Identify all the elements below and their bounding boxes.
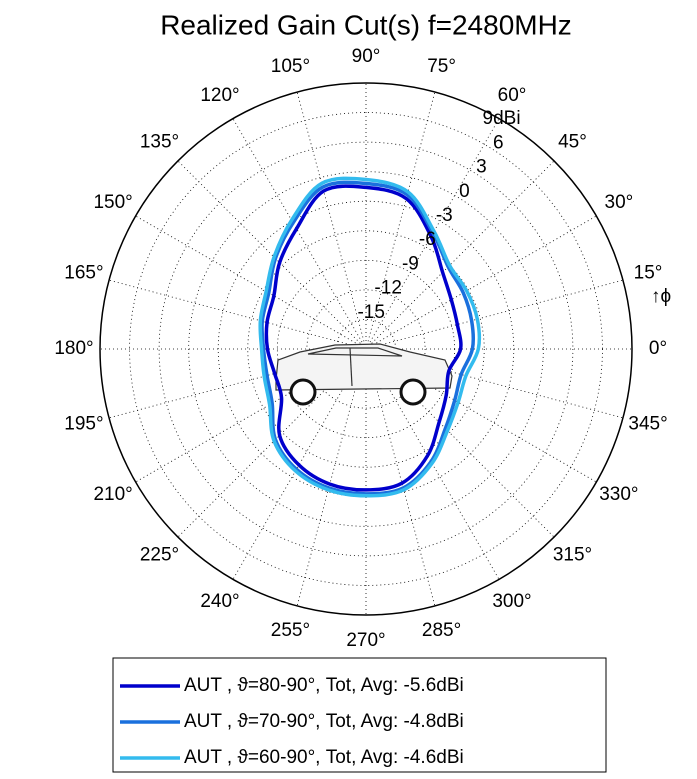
r-tick-label: 6 bbox=[493, 132, 504, 153]
grid-spoke bbox=[232, 118, 367, 350]
car-sketch bbox=[275, 343, 453, 406]
r-tick-label: -6 bbox=[419, 229, 436, 250]
angle-label: 150° bbox=[93, 192, 132, 213]
legend-label: AUT , ϑ=70-90°, Tot, Avg: -4.8dBi bbox=[184, 711, 464, 732]
grid-spoke bbox=[296, 348, 367, 607]
grid-spoke bbox=[296, 91, 367, 350]
r-tick-label: -9 bbox=[402, 253, 419, 274]
angle-label: 285° bbox=[422, 620, 461, 641]
r-tick-label: -15 bbox=[357, 302, 384, 323]
grid-spoke bbox=[365, 91, 436, 350]
r-tick-label: 3 bbox=[476, 157, 487, 178]
chart-title: Realized Gain Cut(s) f=2480MHz bbox=[160, 9, 572, 40]
angle-label: 0° bbox=[649, 338, 667, 359]
angle-label: 90° bbox=[352, 46, 381, 67]
grid-spoke bbox=[365, 215, 597, 350]
curves bbox=[258, 176, 482, 498]
grid-spoke bbox=[135, 215, 367, 350]
r-tick-label: 9dBi bbox=[483, 108, 521, 129]
angle-label: 225° bbox=[140, 544, 179, 565]
legend-label: AUT , ϑ=60-90°, Tot, Avg: -4.6dBi bbox=[184, 747, 464, 768]
grid-spoke bbox=[365, 348, 436, 607]
angle-label: 165° bbox=[64, 262, 103, 283]
grid-ring bbox=[158, 141, 574, 557]
legend-entries: AUT , ϑ=80-90°, Tot, Avg: -5.6dBi AUT , ϑ… bbox=[120, 675, 464, 768]
angle-label: 15° bbox=[634, 262, 663, 283]
angle-label: 30° bbox=[605, 192, 634, 213]
legend-label: AUT , ϑ=80-90°, Tot, Avg: -5.6dBi bbox=[184, 675, 464, 696]
angle-label: 60° bbox=[498, 85, 527, 106]
grid-spoke bbox=[365, 279, 624, 350]
angle-label: 180° bbox=[54, 338, 93, 359]
angle-label: 135° bbox=[140, 132, 179, 153]
angle-label: 120° bbox=[200, 85, 239, 106]
grid-spoke bbox=[177, 160, 367, 350]
angle-label: 330° bbox=[599, 484, 638, 505]
grid-ring bbox=[306, 289, 426, 409]
grid-ring bbox=[247, 230, 485, 468]
outer-circle bbox=[99, 82, 633, 616]
angle-label: 75° bbox=[427, 56, 456, 77]
angle-label: 240° bbox=[200, 591, 239, 612]
series-line bbox=[258, 176, 482, 498]
r-tick-label: -3 bbox=[436, 205, 453, 226]
angle-label: 300° bbox=[492, 591, 531, 612]
angle-label: 105° bbox=[271, 56, 310, 77]
angle-label: 255° bbox=[271, 620, 310, 641]
angle-label: 345° bbox=[628, 414, 667, 435]
series-line bbox=[264, 184, 463, 492]
legend bbox=[112, 657, 607, 773]
angle-label: 270° bbox=[346, 630, 385, 651]
grid-spoke bbox=[365, 160, 555, 350]
r-tick-label: 0 bbox=[459, 181, 470, 202]
angle-label: 315° bbox=[553, 544, 592, 565]
grid-spoke bbox=[108, 279, 367, 350]
grid-ring bbox=[188, 171, 544, 527]
r-tick-label: -12 bbox=[374, 278, 401, 299]
angle-label: 210° bbox=[93, 484, 132, 505]
annotation: ↑ϕ bbox=[651, 286, 671, 307]
angle-label: 195° bbox=[64, 414, 103, 435]
angle-label: 45° bbox=[558, 132, 587, 153]
